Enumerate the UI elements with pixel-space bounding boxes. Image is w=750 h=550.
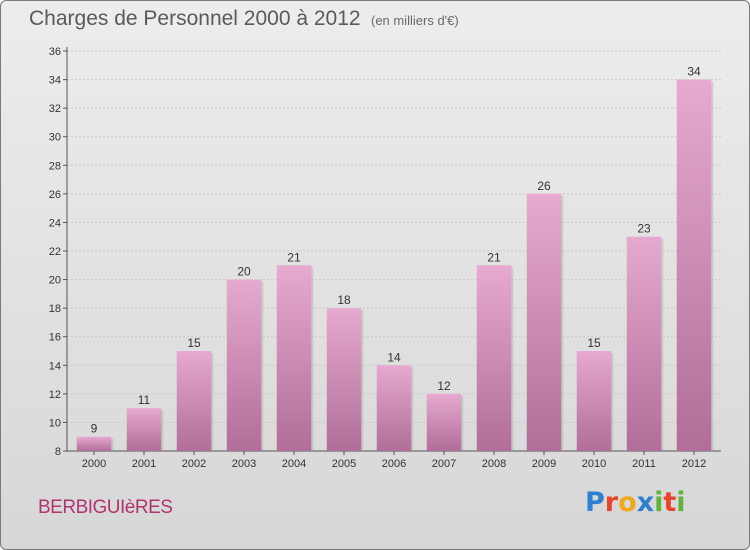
data-label: 21 [287, 250, 301, 264]
x-tick-label: 2001 [132, 458, 156, 470]
bar [526, 193, 562, 451]
bar [426, 393, 462, 451]
bar [676, 79, 712, 452]
bar [476, 265, 512, 451]
data-label: 34 [687, 65, 701, 79]
data-label: 21 [487, 250, 501, 264]
brand-letter: i [676, 487, 686, 518]
y-tick-label: 26 [49, 189, 61, 201]
bar [326, 308, 362, 451]
bar [126, 408, 162, 451]
bar [226, 279, 262, 451]
x-tick-label: 2000 [82, 458, 106, 470]
data-label: 18 [337, 293, 351, 307]
y-tick-label: 20 [49, 275, 61, 287]
brand-letter: t [663, 487, 677, 518]
data-label: 11 [138, 393, 151, 407]
data-label: 12 [437, 379, 451, 393]
proxiti-logo[interactable]: Proxiti [585, 487, 686, 518]
y-tick-label: 18 [49, 303, 61, 315]
y-tick-label: 32 [49, 103, 61, 115]
data-label: 9 [91, 422, 98, 436]
brand-letter: r [604, 487, 619, 518]
bar [576, 351, 612, 451]
data-label: 14 [387, 350, 401, 364]
x-tick-label: 2008 [482, 458, 506, 470]
y-tick-label: 16 [49, 332, 61, 344]
y-tick-label: 34 [49, 75, 61, 87]
data-label: 23 [637, 222, 651, 236]
bar [376, 365, 412, 451]
bar [176, 351, 212, 451]
bar [76, 436, 112, 451]
x-tick-label: 2007 [432, 458, 456, 470]
y-tick-label: 24 [49, 217, 61, 229]
data-label: 26 [537, 179, 551, 193]
brand-letter: o [618, 487, 637, 518]
x-tick-label: 2011 [632, 458, 656, 470]
y-tick-label: 12 [49, 389, 61, 401]
data-label: 15 [187, 336, 201, 350]
y-tick-label: 28 [49, 160, 61, 172]
chart-subtitle: (en milliers d'€) [371, 13, 459, 28]
x-tick-label: 2012 [682, 458, 706, 470]
data-label: 20 [237, 265, 251, 279]
y-tick-label: 36 [49, 46, 61, 58]
brand-letter: x [636, 487, 655, 518]
chart-title: Charges de Personnel 2000 à 2012 [29, 7, 361, 30]
y-tick-label: 14 [49, 360, 61, 372]
commune-name: BERBIGUIèRES [38, 497, 173, 518]
bar [276, 265, 312, 451]
y-tick-label: 8 [55, 446, 61, 458]
x-tick-label: 2010 [582, 458, 606, 470]
y-tick-label: 22 [49, 246, 61, 258]
y-tick-label: 30 [49, 132, 61, 144]
x-tick-label: 2004 [282, 458, 306, 470]
brand-letter: i [654, 487, 664, 518]
y-tick-label: 10 [49, 417, 61, 429]
bar [626, 236, 662, 451]
brand-letter: P [585, 487, 605, 518]
x-tick-label: 2006 [382, 458, 406, 470]
x-tick-label: 2009 [532, 458, 556, 470]
x-tick-label: 2005 [332, 458, 356, 470]
x-tick-label: 2002 [182, 458, 206, 470]
x-tick-label: 2003 [232, 458, 256, 470]
data-label: 15 [587, 336, 601, 350]
